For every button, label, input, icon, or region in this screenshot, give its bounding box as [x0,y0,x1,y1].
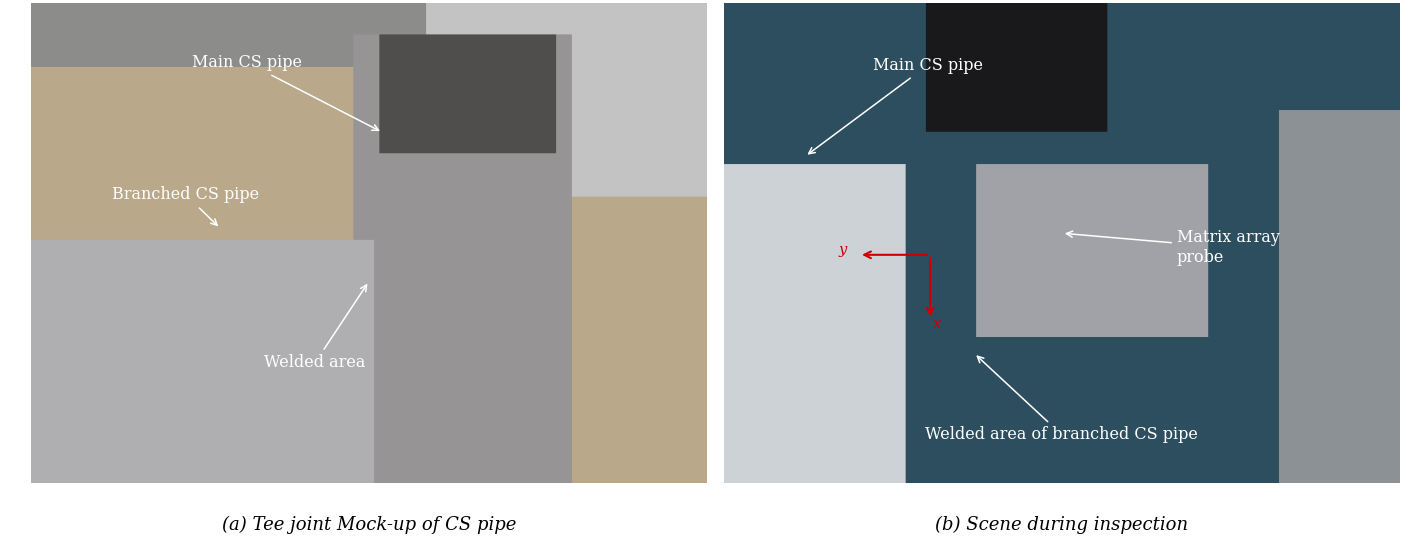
Text: Branched CS pipe: Branched CS pipe [112,186,259,225]
Text: Main CS pipe: Main CS pipe [192,54,379,130]
Text: y: y [839,243,847,257]
Text: Matrix array
probe: Matrix array probe [1066,229,1280,266]
Text: Welded area of branched CS pipe: Welded area of branched CS pipe [926,356,1198,443]
Text: (a) Tee joint Mock-up of CS pipe: (a) Tee joint Mock-up of CS pipe [222,516,516,533]
Text: x: x [933,317,940,331]
Text: Main CS pipe: Main CS pipe [809,57,983,154]
Text: (b) Scene during inspection: (b) Scene during inspection [935,516,1189,533]
Text: Welded area: Welded area [264,285,366,371]
